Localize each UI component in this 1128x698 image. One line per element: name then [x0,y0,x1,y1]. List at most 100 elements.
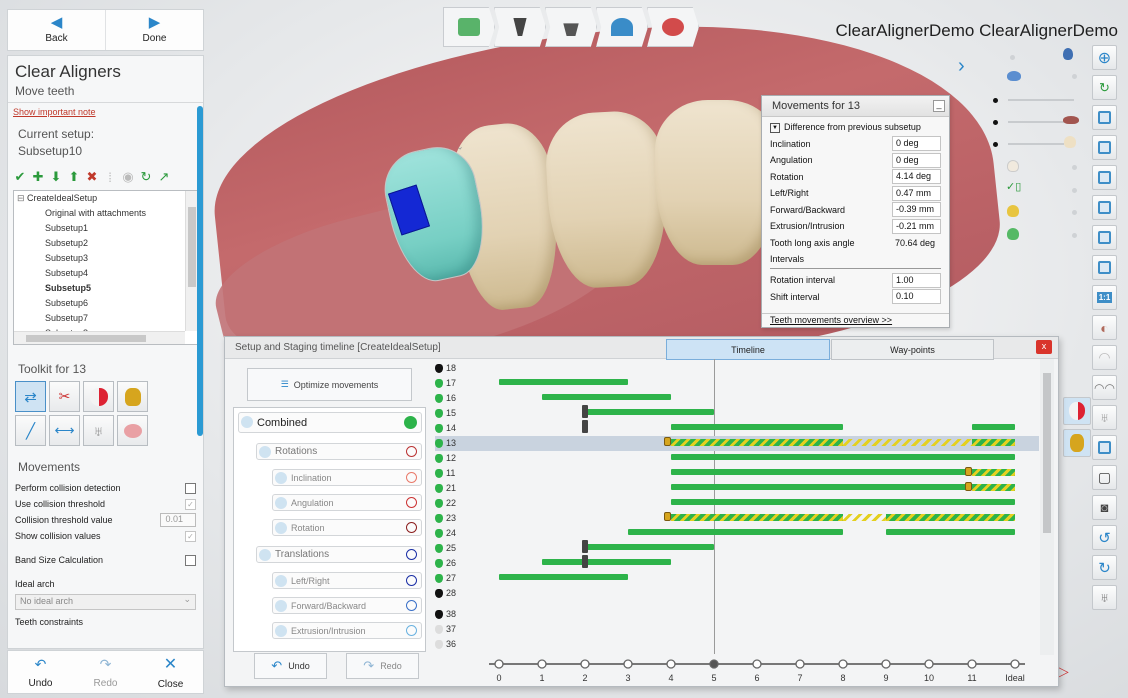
back-button[interactable]: ◀ Back [8,10,105,50]
implant-tool-button[interactable] [117,381,148,412]
crown-view-button[interactable] [1063,397,1091,425]
tooth-21-model[interactable] [655,100,780,265]
stage-node[interactable] [666,659,676,669]
teeth-movements-overview-link[interactable]: Teeth movements overview >> [762,313,949,327]
movement-bar[interactable] [585,409,714,415]
tooth-label[interactable]: 28 [435,586,456,600]
add-icon[interactable]: ✚ [32,169,44,184]
tooth-check-icon[interactable]: ✓▯ [1006,181,1022,193]
angulation-item[interactable]: Angulation [272,494,422,511]
undo-button[interactable]: ↶ Undo [8,651,73,693]
tree-item[interactable]: Subsetup7 [45,313,89,323]
stage-node[interactable] [924,659,934,669]
left-right-item[interactable]: Left/Right [272,572,422,589]
minimize-button[interactable]: _ [933,100,945,112]
movement-value-input[interactable]: 0 deg [892,152,941,168]
gingiva-button[interactable]: ◐ [1092,315,1117,340]
gum-opacity-slider[interactable] [1008,121,1064,123]
movement-bar[interactable] [671,469,972,475]
tooth-library-tool-button[interactable]: ♅ [83,415,114,446]
measure-tool-button[interactable]: ⟷ [49,415,80,446]
stage-node[interactable] [537,659,547,669]
delete-icon[interactable]: ✖ [86,169,98,184]
staging-chart[interactable]: 18 17 16 15 14 13 12 11 21 22 23 24 25 26 27 28 38 37 36 [435,359,1039,654]
tree-item[interactable]: Subsetup5 [45,283,92,293]
crown-tool-button[interactable] [83,381,114,412]
movement-value-input[interactable]: -0.21 mm [892,218,941,234]
camera-button[interactable]: ◙ [1092,495,1117,520]
tooth-outline-button[interactable]: ♅ [1092,585,1117,610]
movement-value-input[interactable]: 4.14 deg [892,169,941,185]
tooth-label[interactable]: 12 [435,451,456,465]
view-right-button[interactable] [1092,195,1117,220]
gum-tool-button[interactable] [117,415,148,446]
attachment-icon[interactable] [664,437,671,446]
redo-button[interactable]: ↷ Redo [73,651,138,693]
stage-node[interactable] [623,659,633,669]
remove-subsetup-icon[interactable]: ⬆ [68,169,80,184]
step-segment[interactable] [494,7,546,47]
rotation-item[interactable]: Rotation [272,519,422,536]
ideal-arch-select[interactable]: No ideal arch [15,594,196,610]
view-back-button[interactable] [1092,135,1117,160]
perform-collision-checkbox[interactable] [185,482,196,494]
movement-bar[interactable] [499,379,628,385]
view-refresh-button[interactable]: ↻ [1092,75,1117,100]
light-hatched-bar[interactable] [843,514,886,521]
movement-bar[interactable] [628,529,843,535]
hatched-bar[interactable] [972,439,1015,446]
combined-item[interactable]: Combined [238,412,422,433]
arch-curve-button[interactable]: ◠◠ [1092,375,1117,400]
movement-bar[interactable] [671,484,972,490]
hatched-bar[interactable] [671,514,843,521]
movement-bar[interactable] [972,424,1015,430]
view-3d-button[interactable]: ⊕ [1092,45,1117,70]
translations-item[interactable]: Translations [256,546,422,563]
left-panel-scrollbar[interactable] [197,106,203,436]
movement-bar[interactable] [542,394,671,400]
stage-node[interactable] [1010,659,1020,669]
timeline-vertical-scrollbar[interactable] [1040,359,1054,655]
view-left-button[interactable] [1092,165,1117,190]
optimize-movements-button[interactable]: ☰ Optimize movements [247,368,412,401]
tooth-yellow-icon[interactable] [1007,205,1019,217]
close-button[interactable]: ✕ Close [138,651,203,693]
view-front-button[interactable] [1092,105,1117,130]
show-important-note-link[interactable]: Show important note [13,107,96,117]
hatched-bar[interactable] [886,514,1015,521]
forward-backward-item[interactable]: Forward/Backward [272,597,422,614]
inclination-item[interactable]: Inclination [272,469,422,486]
stage-marker[interactable] [582,555,588,568]
timeline-redo-button[interactable]: ↷ Redo [346,653,419,679]
tooth-label[interactable]: 15 [435,406,456,420]
stage-node[interactable] [838,659,848,669]
difference-toggle[interactable]: ▼ Difference from previous subsetup [762,117,949,136]
tree-item[interactable]: Subsetup1 [45,223,89,233]
tooth-label[interactable]: 23 [435,511,456,525]
hatched-bar[interactable] [972,484,1015,491]
scan-view-button[interactable] [1092,435,1117,460]
tooth-label[interactable]: 27 [435,571,456,585]
tree-item[interactable]: Subsetup6 [45,298,89,308]
stage-node[interactable] [494,659,504,669]
collision-threshold-value-input[interactable]: 0.01 [160,513,196,527]
tooth-label[interactable]: 26 [435,556,456,570]
timeline-undo-button[interactable]: ↶ Undo [254,653,327,679]
upper-jaw-visibility-icon[interactable] [1063,48,1073,60]
step-move-teeth[interactable] [647,7,699,47]
shift-interval-input[interactable]: 0.10 [892,289,941,305]
curve-icon[interactable]: ↗ [158,169,170,184]
done-button[interactable]: ▶ Done [105,10,203,50]
stage-marker[interactable] [582,540,588,553]
stage-node[interactable] [709,659,719,669]
tree-item[interactable]: Subsetup2 [45,238,89,248]
snapshot-button[interactable]: ▢ [1092,465,1117,490]
band-size-checkbox[interactable] [185,554,196,566]
check-icon[interactable]: ✔ [14,169,26,184]
tooth-label[interactable]: 25 [435,541,456,555]
tooth-label[interactable]: 18 [435,361,456,375]
disable-icon[interactable]: ◉ [122,169,134,184]
tooth-label[interactable]: 24 [435,526,456,540]
lower-jaw-visibility-icon[interactable] [1007,71,1021,81]
move-tool-button[interactable]: ⇄ [15,381,46,412]
